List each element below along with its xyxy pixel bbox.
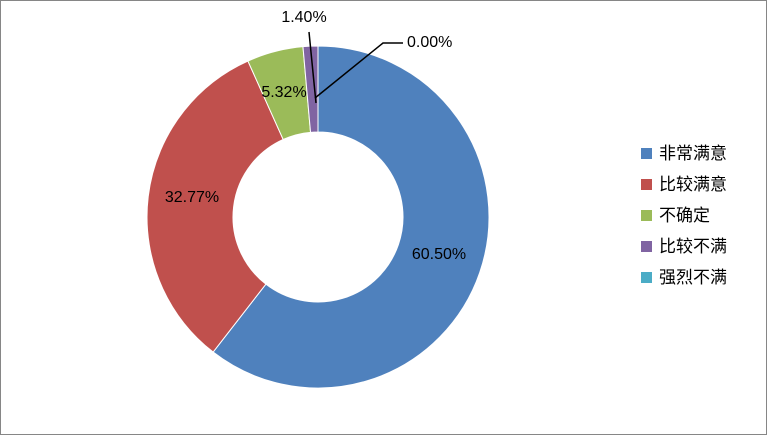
legend-label-4: 比较不满 xyxy=(659,237,727,257)
data-label-2: 32.77% xyxy=(165,189,219,206)
legend-swatch-2 xyxy=(641,179,652,190)
legend-swatch-4 xyxy=(641,241,652,252)
legend-swatch-5 xyxy=(641,272,652,283)
slice-1 xyxy=(212,45,490,389)
leader-line-5 xyxy=(314,42,403,99)
legend-swatch-3 xyxy=(641,210,652,221)
data-label-3: 5.32% xyxy=(261,84,306,101)
legend-label-5: 强烈不满 xyxy=(659,268,727,288)
slice-4 xyxy=(302,45,319,133)
legend-label-1: 非常满意 xyxy=(659,144,727,164)
legend-swatch-1 xyxy=(641,148,652,159)
data-label-4: 1.40% xyxy=(281,9,326,26)
slice-2 xyxy=(146,60,284,353)
legend-label-3: 不确定 xyxy=(659,206,710,226)
leader-line-4 xyxy=(308,31,317,104)
legend-label-2: 比较满意 xyxy=(659,175,727,195)
data-label-1: 60.50% xyxy=(412,246,466,263)
data-label-5: 0.00% xyxy=(407,34,452,51)
